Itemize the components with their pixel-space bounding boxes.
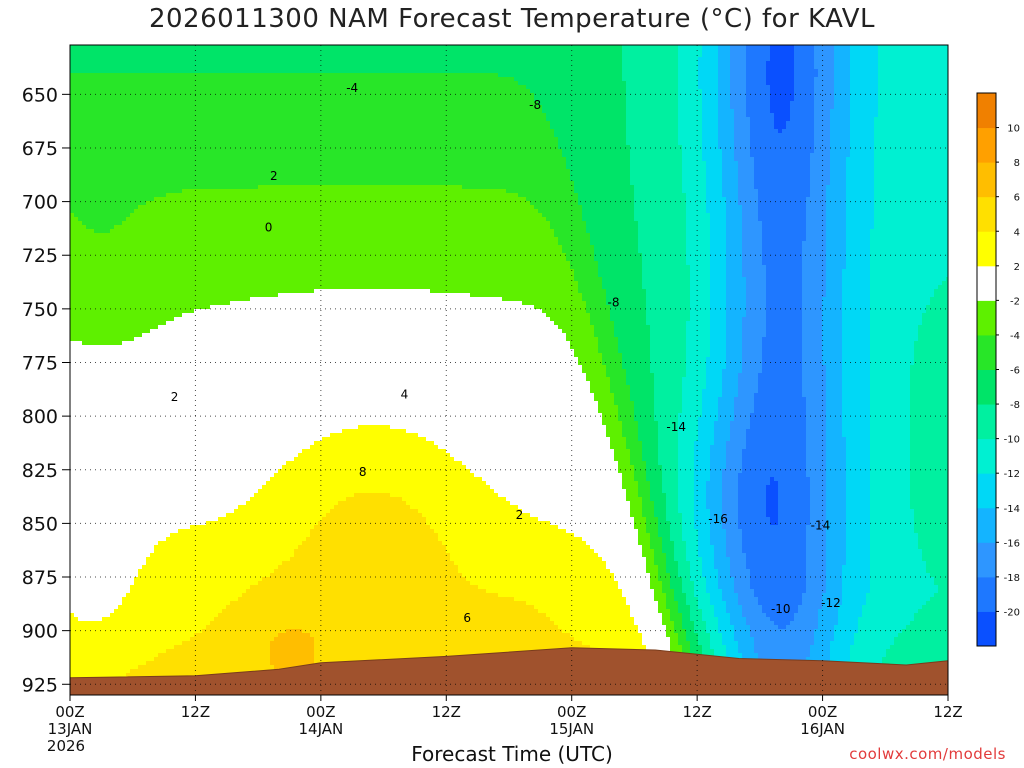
y-tick-label: 775 [22,352,58,374]
colorbar-bin [977,334,996,370]
temperature-band-8 [70,73,702,695]
colorbar-tick-label: -10 [1004,435,1020,446]
contour-labels: -4 -8 2 0 -8 -14 4 2 8 2 6 -16 -14 -10 -12 [171,81,841,625]
colorbar-tick-label: -4 [1010,331,1020,342]
x-tick-label-time: 00Z [55,703,84,721]
colorbar: 10 8 6 4 2 -2 -4 -6 -8 -10 -12 -14 -16 -18 -20 [976,92,1020,647]
chart-title: 2026011300 NAM Forecast Temperature (°C)… [148,4,876,34]
colorbar-tick-label: -8 [1010,400,1020,411]
colorbar-tick-label: -18 [1004,573,1020,584]
contour-label: 2 [171,390,179,404]
x-tick-label-time: 00Z [306,703,335,721]
plot-frame [69,44,949,696]
contour-label: 8 [359,465,367,479]
colorbar-bin [977,127,996,163]
temperature-band-1 [622,45,948,695]
colorbar-tick-label: -16 [1004,538,1020,549]
temperature-band-11 [70,425,662,695]
temperature-band-3 [694,45,878,695]
y-tick-label: 800 [22,406,58,428]
terrain-surface [70,647,948,695]
x-tick-label-time: 12Z [432,703,461,721]
colorbar-tick-label: 6 [1014,193,1020,204]
colorbar-bin [977,93,996,129]
colorbar-tick-label: -2 [1010,296,1020,307]
contour-label: -14 [666,420,686,434]
colorbar-tick-label: 10 [1007,124,1020,135]
colorbar-tick-label: -20 [1004,607,1020,618]
contour-label: -4 [346,81,358,95]
contour-label: -10 [771,602,791,616]
plot-area [70,45,948,695]
y-tick-label: 900 [22,621,58,643]
temperature-band-10 [70,289,686,695]
colorbar-bin [977,542,996,578]
contour-label: -14 [811,519,831,533]
colorbar-bin [977,438,996,474]
x-tick-label-time: 00Z [808,703,837,721]
colorbar-bin [977,404,996,440]
y-tick-label: 925 [22,674,58,696]
x-tick-label-time: 12Z [682,703,711,721]
contour-label: -8 [529,98,541,112]
contour-label: 4 [401,388,409,402]
colorbar-bin [977,265,996,301]
y-tick-label: 675 [22,138,58,160]
contour-label: 2 [516,508,524,522]
contour-label: 2 [270,169,278,183]
colorbar-bin [977,300,996,336]
temperature-band-7 [766,45,794,525]
y-tick-label: 750 [22,299,58,321]
colorbar-bin [977,507,996,543]
colorbar-bin [977,231,996,267]
colorbar-bin [977,576,996,612]
y-tick-label: 825 [22,460,58,482]
colorbar-tick-label: 4 [1014,227,1020,238]
colorbar-tick-label: -6 [1010,366,1020,377]
colorbar-bin [977,162,996,198]
colorbar-tick-label: -12 [1004,469,1020,480]
colorbar-bin [977,369,996,405]
contour-label: -8 [608,295,620,309]
x-tick-label-time: 00Z [557,703,586,721]
y-axis: 650 675 700 725 750 775 800 825 850 875 900 925 [22,84,70,696]
temperature-band-6 [738,45,818,629]
y-tick-label: 875 [22,567,58,589]
x-tick-label-time: 12Z [181,703,210,721]
contour-label: 6 [463,611,471,625]
x-tick-label-time: 12Z [933,703,962,721]
x-tick-label-year: 2026 [47,737,85,755]
x-tick-label-date: 14JAN [298,720,343,738]
temperature-band-13 [270,629,314,677]
temperature-band-9 [70,185,694,695]
x-tick-label-date: 16JAN [800,720,845,738]
x-axis-label: Forecast Time (UTC) [411,742,613,766]
contour-label: 0 [265,220,273,234]
colorbar-tick-label: 2 [1014,262,1020,273]
x-tick-label-date: 13JAN [48,720,93,738]
y-tick-label: 650 [22,84,58,106]
y-tick-label: 850 [22,513,58,535]
colorbar-bin [977,611,996,647]
contour-label: -12 [821,596,841,610]
x-tick-label-date: 15JAN [549,720,594,738]
credit-link[interactable]: coolwx.com/models [849,745,1006,763]
contour-label: -16 [708,512,728,526]
y-tick-label: 700 [22,192,58,214]
temperature-band-12 [70,493,642,695]
colorbar-tick-label: 8 [1014,158,1020,169]
y-tick-label: 725 [22,245,58,267]
colorbar-tick-label: -14 [1004,504,1020,515]
colorbar-bin [977,196,996,232]
colorbar-bin [977,473,996,509]
temperature-band-2 [678,45,948,695]
